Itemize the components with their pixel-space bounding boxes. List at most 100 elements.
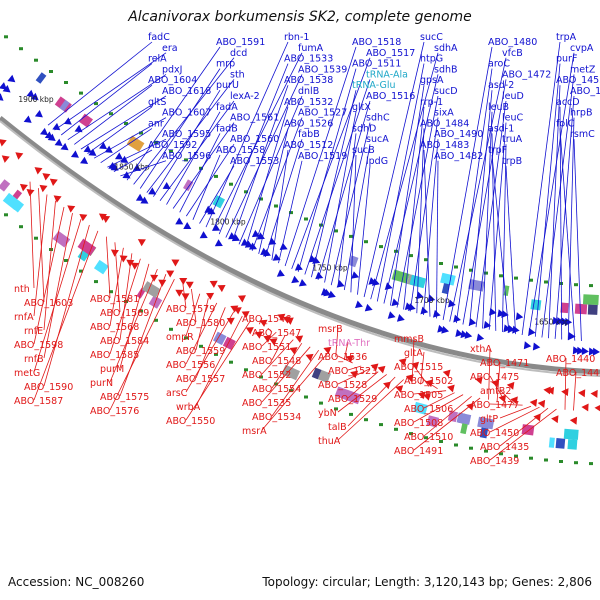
- reverse-gene-arrow: [175, 289, 184, 297]
- gene-label-cvpa: cvpA: [570, 43, 594, 54]
- forward-gene-arrow: [468, 317, 477, 326]
- genome-tick: [289, 211, 293, 215]
- gene-label-glta: gltA: [404, 348, 423, 359]
- gene-label-abo-1532: ABO_1532: [284, 97, 333, 108]
- gene-label-abo-1443: ABO_1443: [556, 368, 600, 379]
- genome-tick: [19, 47, 23, 51]
- reverse-leader-line: [185, 319, 252, 421]
- gene-label-abo-1561: ABO_1561: [230, 113, 279, 124]
- forward-gene-arrow: [497, 309, 505, 318]
- forward-leader-line: [225, 74, 303, 238]
- gene-label-abo-1535: ABO_1535: [242, 398, 291, 409]
- forward-leader-line: [442, 46, 493, 321]
- gene-label-abo-1450: ABO_1450: [470, 428, 519, 439]
- gene-label-abo-1475: ABO_1475: [470, 372, 519, 383]
- forward-gene-arrow: [74, 124, 83, 133]
- gene-label-abo-1581: ABO_1581: [90, 294, 139, 305]
- reverse-gene-arrow: [42, 173, 51, 181]
- reverse-gene-arrow: [578, 389, 586, 398]
- genome-tick: [469, 268, 473, 272]
- gene-label-abo-1607: ABO_1607: [162, 108, 211, 119]
- feature-boxes: [0, 72, 599, 450]
- gene-label-arsc: arsC: [166, 388, 188, 399]
- genome-tick: [394, 427, 398, 431]
- gene-label-sixa: sixA: [434, 108, 454, 119]
- gene-label-trua: truA: [502, 134, 523, 145]
- forward-gene-arrow: [80, 156, 89, 165]
- forward-leader-line: [107, 138, 167, 168]
- accession-label: Accession: NC_008260: [8, 575, 145, 589]
- forward-leader-line: [423, 139, 439, 316]
- forward-leader-line: [357, 165, 371, 295]
- forward-gene-arrow: [407, 303, 416, 311]
- gene-label-folc: folC: [556, 118, 575, 129]
- kbp-label: 1850 kbp: [114, 162, 150, 171]
- gene-label-accd: accD: [556, 97, 580, 108]
- gene-label-abo-1585: ABO_1585: [90, 350, 139, 361]
- gene-label-abo-1559: ABO_1559: [176, 346, 225, 357]
- reverse-gene-arrow: [398, 358, 407, 366]
- forward-gene-arrow: [384, 282, 393, 290]
- feature-box: [530, 299, 542, 311]
- reverse-gene-arrow: [230, 305, 239, 313]
- forward-leader-line: [343, 144, 371, 291]
- forward-leader-line: [462, 79, 507, 325]
- genome-tick: [484, 449, 488, 453]
- forward-gene-arrow: [441, 325, 450, 334]
- reverse-leader-line: [182, 284, 187, 309]
- forward-leader-line: [363, 41, 425, 298]
- reverse-gene-arrow: [581, 403, 589, 412]
- reverse-leader-line: [489, 375, 506, 403]
- gene-label-abo-1523: ABO_1523: [328, 366, 377, 377]
- forward-gene-arrow: [312, 256, 321, 264]
- gene-label-rrp-1: rrp-1: [420, 97, 443, 108]
- gene-label-trna-glu: tRNA-Glu: [352, 80, 396, 91]
- genome-tick: [229, 182, 233, 186]
- reverse-leader-line: [33, 218, 82, 373]
- forward-gene-arrow: [503, 324, 511, 333]
- reverse-gene-arrow: [1, 155, 10, 163]
- kbp-label: 1750 kbp: [312, 264, 348, 273]
- gene-label-sdhd: sdhD: [352, 123, 376, 134]
- forward-leader-line: [521, 41, 561, 336]
- gene-label-abo-1451: ABO_1451: [570, 86, 600, 97]
- map-title: Alcanivorax borkumensis SK2, complete ge…: [128, 9, 472, 25]
- gene-label-abo-1579: ABO_1579: [166, 304, 215, 315]
- forward-gene-arrow: [371, 278, 380, 286]
- forward-leader-line: [502, 144, 507, 333]
- gene-label-lexa-2: lexA-2: [230, 91, 260, 102]
- forward-leader-line: [93, 117, 167, 159]
- forward-gene-arrow: [298, 278, 307, 287]
- reverse-leader-line: [496, 361, 501, 402]
- forward-leader-line: [534, 63, 561, 337]
- forward-leader-line: [139, 68, 221, 189]
- feature-box: [548, 437, 555, 448]
- gene-label-amtb2: amtB2: [480, 386, 511, 397]
- gene-label-rnfa: rnfA: [14, 312, 34, 323]
- reverse-gene-arrow: [254, 331, 263, 339]
- forward-gene-arrow: [99, 141, 108, 150]
- reverse-gene-arrow: [350, 370, 359, 379]
- forward-leader-line: [337, 133, 357, 288]
- gene-label-hrpb: hrpB: [570, 108, 592, 119]
- reverse-gene-arrow: [345, 355, 354, 363]
- genome-tick: [154, 140, 158, 144]
- forward-leader-line: [245, 106, 289, 248]
- forward-leader-line: [436, 160, 439, 319]
- gene-label-abo-1510: ABO_1510: [404, 432, 453, 443]
- gene-label-leub: leuB: [488, 102, 509, 113]
- gene-label-abo-1539: ABO_1539: [298, 64, 347, 75]
- feature-box: [460, 423, 468, 435]
- reverse-leader-line: [489, 408, 557, 461]
- gene-label-trna-thr: tRNA-Thr: [328, 338, 370, 349]
- reverse-gene-arrow: [551, 415, 559, 424]
- genome-tick: [19, 225, 23, 229]
- genome-tick: [499, 452, 503, 456]
- reverse-leader-line: [423, 379, 438, 390]
- gene-label-abo-1484: ABO_1484: [420, 118, 469, 129]
- forward-leader-line: [559, 128, 576, 341]
- reverse-leader-line: [499, 405, 532, 419]
- reverse-gene-arrow: [15, 152, 24, 160]
- forward-gene-arrow: [272, 253, 281, 261]
- gene-label-abo-1569: ABO_1569: [100, 308, 149, 319]
